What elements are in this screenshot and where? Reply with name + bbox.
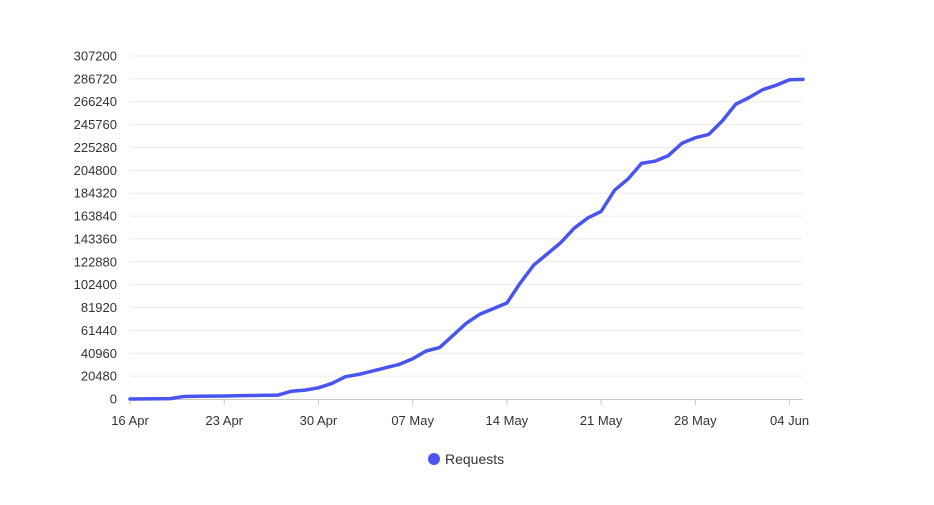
- y-tick-label: 81920: [81, 300, 117, 315]
- x-tick-label: 28 May: [674, 413, 717, 428]
- legend-marker-requests[interactable]: [428, 453, 440, 465]
- y-tick-label: 61440: [81, 323, 117, 338]
- legend-label-requests[interactable]: Requests: [445, 451, 504, 467]
- x-tick-label: 07 May: [391, 413, 434, 428]
- x-tick-label: 21 May: [580, 413, 623, 428]
- y-tick-label: 204800: [74, 163, 117, 178]
- x-tick-label: 16 Apr: [111, 413, 149, 428]
- y-tick-label: 286720: [74, 71, 117, 86]
- x-tick-label: 04 Jun: [770, 413, 809, 428]
- x-axis: 16 Apr 23 Apr 30 Apr 07 May 14 May 21 May 28 M…: [111, 399, 809, 428]
- y-axis: 0 20480 40960 61440 81920 102400 122880 143360 1…: [74, 49, 117, 407]
- y-tick-label: 102400: [74, 277, 117, 292]
- y-tick-label: 0: [110, 392, 117, 407]
- x-tick-label: 23 Apr: [205, 413, 243, 428]
- series-layer: [128, 77, 805, 401]
- y-tick-label: 266240: [74, 94, 117, 109]
- series-line-requests[interactable]: [128, 77, 805, 401]
- x-tick-label: 30 Apr: [300, 413, 338, 428]
- y-tick-label: 143360: [74, 231, 117, 246]
- x-tick-label: 14 May: [486, 413, 529, 428]
- y-tick-label: 225280: [74, 140, 117, 155]
- y-tick-label: 307200: [74, 49, 117, 64]
- y-tick-label: 122880: [74, 254, 117, 269]
- y-tick-label: 184320: [74, 186, 117, 201]
- y-tick-label: 245760: [74, 117, 117, 132]
- legend[interactable]: Requests: [428, 451, 504, 467]
- y-tick-label: 40960: [81, 346, 117, 361]
- y-tick-label: 20480: [81, 369, 117, 384]
- y-tick-label: 163840: [74, 209, 117, 224]
- grid-lines: [130, 55, 803, 377]
